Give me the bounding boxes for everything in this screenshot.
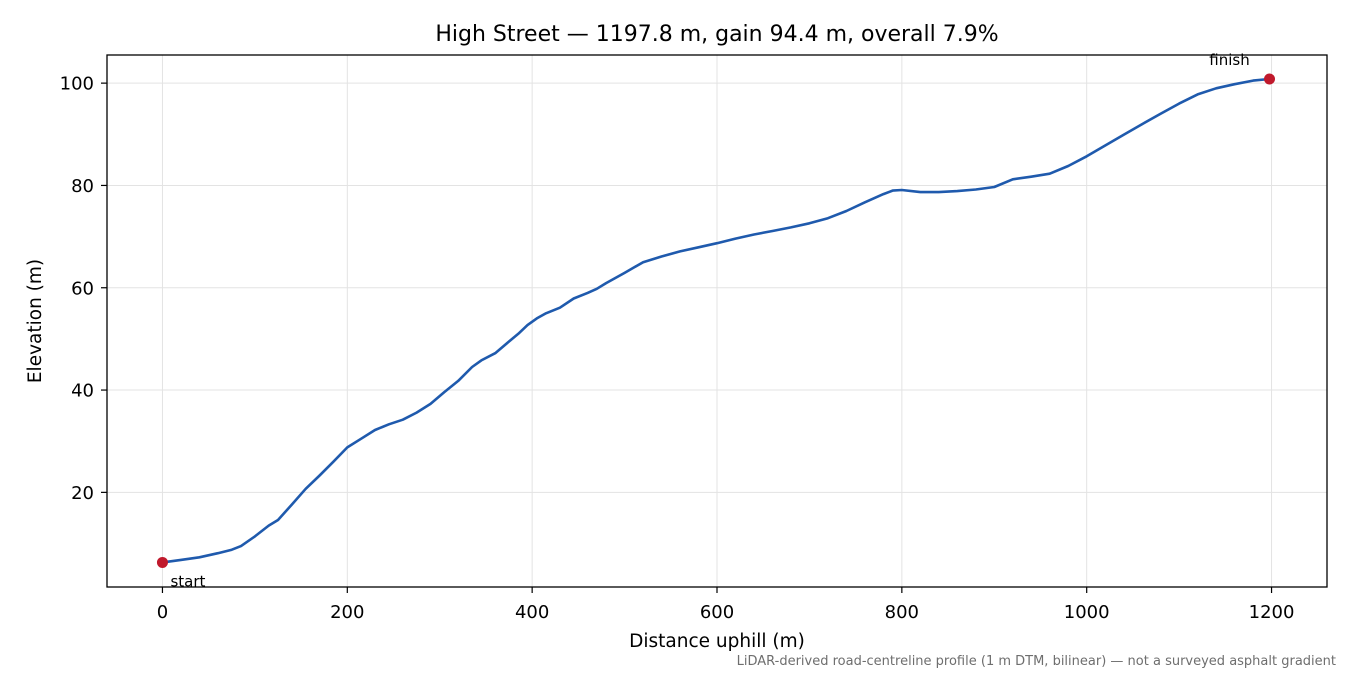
chart-title: High Street — 1197.8 m, gain 94.4 m, ove… bbox=[435, 22, 998, 47]
finish-annotation: finish bbox=[1209, 51, 1249, 69]
elevation-line bbox=[161, 77, 1271, 564]
start-annotation: start bbox=[170, 572, 205, 590]
y-axis-title: Elevation (m) bbox=[25, 259, 46, 383]
footnote: LiDAR-derived road-centreline profile (1… bbox=[737, 654, 1336, 669]
x-tick-label: 1000 bbox=[1064, 602, 1110, 623]
x-tick-label: 1200 bbox=[1249, 602, 1295, 623]
x-tick-label: 200 bbox=[330, 602, 364, 623]
y-tick-label: 40 bbox=[71, 381, 94, 402]
y-tick-label: 20 bbox=[71, 483, 94, 504]
x-tick-label: 400 bbox=[515, 602, 549, 623]
y-tick-label: 100 bbox=[60, 74, 94, 95]
start-marker bbox=[156, 556, 168, 568]
tick-layer: 0 200 400 600 800 1000 1200 20 40 60 80 100 bbox=[60, 74, 1295, 623]
line-layer bbox=[161, 77, 1271, 564]
x-tick-label: 800 bbox=[885, 602, 919, 623]
y-tick-label: 60 bbox=[71, 278, 94, 299]
y-tick-label: 80 bbox=[71, 176, 94, 197]
grid-layer bbox=[107, 55, 1327, 587]
marker-layer bbox=[156, 73, 1276, 568]
x-axis-title: Distance uphill (m) bbox=[629, 631, 805, 652]
x-tick-label: 0 bbox=[157, 602, 168, 623]
finish-marker bbox=[1264, 73, 1276, 85]
x-tick-label: 600 bbox=[700, 602, 734, 623]
